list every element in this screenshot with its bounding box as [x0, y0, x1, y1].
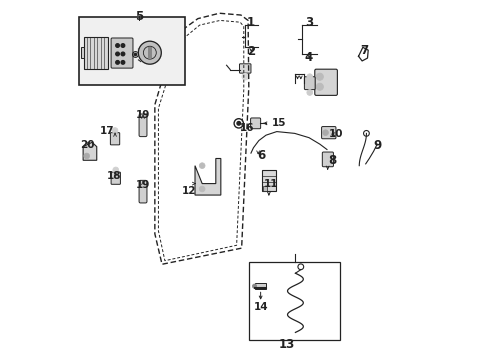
Circle shape	[116, 60, 119, 64]
FancyBboxPatch shape	[111, 38, 133, 68]
Text: 1: 1	[246, 16, 255, 29]
Circle shape	[306, 74, 312, 80]
Circle shape	[138, 41, 161, 64]
FancyBboxPatch shape	[139, 114, 147, 136]
FancyBboxPatch shape	[304, 77, 314, 90]
Text: 10: 10	[328, 129, 343, 139]
Text: 9: 9	[372, 139, 381, 152]
Text: 5: 5	[134, 10, 142, 23]
Text: 16: 16	[240, 123, 254, 133]
Circle shape	[199, 186, 204, 192]
Circle shape	[113, 167, 119, 173]
Text: 19: 19	[136, 180, 150, 190]
FancyBboxPatch shape	[314, 69, 337, 95]
Circle shape	[316, 83, 323, 90]
Circle shape	[121, 52, 124, 56]
Text: 12: 12	[182, 186, 196, 196]
Text: 18: 18	[106, 171, 121, 181]
FancyBboxPatch shape	[322, 152, 333, 167]
Bar	[148, 47, 151, 58]
FancyBboxPatch shape	[321, 127, 335, 139]
Circle shape	[134, 53, 136, 55]
FancyBboxPatch shape	[110, 133, 120, 145]
Bar	[263, 186, 267, 191]
Circle shape	[121, 60, 124, 64]
Text: 7: 7	[360, 44, 368, 57]
Bar	[79, 17, 184, 85]
Text: 14: 14	[253, 302, 267, 312]
Bar	[255, 283, 265, 289]
Circle shape	[199, 163, 204, 168]
Polygon shape	[195, 158, 221, 195]
Text: 19: 19	[136, 111, 150, 121]
Text: 15: 15	[271, 118, 285, 128]
Text: 20: 20	[80, 140, 95, 150]
Circle shape	[322, 130, 328, 135]
Text: 13: 13	[278, 338, 294, 351]
FancyBboxPatch shape	[250, 118, 260, 129]
Bar	[81, 47, 84, 58]
Polygon shape	[83, 142, 97, 160]
Text: 2: 2	[246, 45, 255, 58]
Circle shape	[116, 52, 119, 56]
Circle shape	[112, 128, 118, 134]
Text: 4: 4	[305, 51, 312, 64]
Bar	[261, 170, 276, 192]
Circle shape	[316, 73, 323, 80]
Text: 17: 17	[100, 126, 115, 135]
Circle shape	[252, 284, 256, 288]
FancyBboxPatch shape	[239, 64, 250, 73]
Text: 11: 11	[264, 179, 278, 189]
FancyBboxPatch shape	[139, 180, 147, 203]
Circle shape	[83, 153, 89, 159]
Bar	[248, 262, 340, 339]
Circle shape	[237, 122, 240, 125]
Text: 3: 3	[305, 16, 312, 29]
Bar	[84, 37, 107, 69]
Circle shape	[306, 90, 312, 95]
Circle shape	[121, 44, 124, 47]
Text: 8: 8	[327, 154, 336, 167]
Circle shape	[242, 73, 248, 80]
Text: 6: 6	[257, 149, 265, 162]
Circle shape	[116, 44, 119, 47]
FancyBboxPatch shape	[111, 172, 120, 184]
